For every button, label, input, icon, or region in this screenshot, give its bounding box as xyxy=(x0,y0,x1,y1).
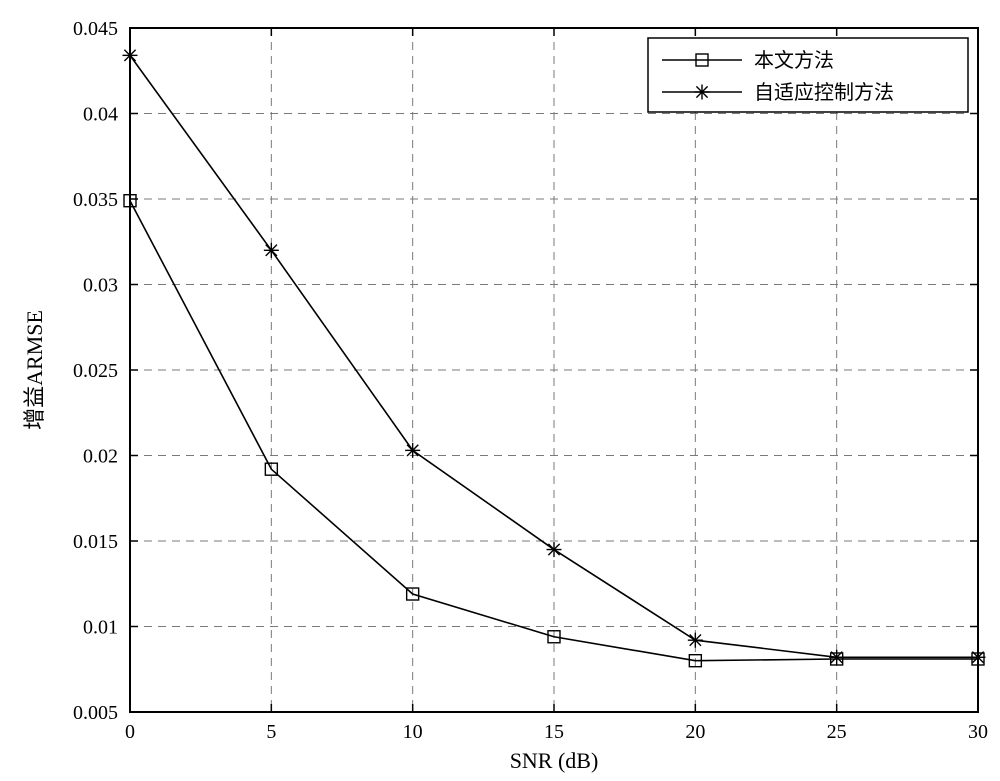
star-marker-icon xyxy=(829,650,844,665)
y-tick-label: 0.04 xyxy=(83,104,118,126)
y-tick-label: 0.005 xyxy=(73,702,118,724)
line-chart: 0 5 10 15 20 25 30 0.005 0.01 0.015 0.02 0.025 0.03 0… xyxy=(0,0,1000,781)
y-tick-label: 0.03 xyxy=(83,275,118,297)
y-tick-label: 0.045 xyxy=(73,18,118,40)
x-tick-label: 10 xyxy=(403,721,423,743)
y-tick-label: 0.02 xyxy=(83,446,118,468)
legend-label: 自适应控制方法 xyxy=(754,81,894,104)
y-tick-label: 0.01 xyxy=(83,617,118,639)
y-axis-label: 增益ARMSE xyxy=(22,310,47,430)
y-tick-label: 0.035 xyxy=(73,189,118,211)
star-marker-icon xyxy=(123,48,138,63)
y-tick-label: 0.015 xyxy=(73,531,118,553)
star-marker-icon xyxy=(405,443,420,458)
x-tick-label: 25 xyxy=(827,721,847,743)
x-tick-label: 30 xyxy=(968,721,988,743)
star-marker-icon xyxy=(264,243,279,258)
x-tick-label: 0 xyxy=(125,721,135,743)
legend-label: 本文方法 xyxy=(754,49,834,72)
star-marker-icon xyxy=(695,85,710,100)
star-marker-icon xyxy=(688,633,703,648)
y-tick-label: 0.025 xyxy=(73,360,118,382)
star-marker-icon xyxy=(547,542,562,557)
x-tick-label: 20 xyxy=(685,721,705,743)
x-axis-label: SNR (dB) xyxy=(510,748,599,773)
star-marker-icon xyxy=(971,650,986,665)
x-tick-label: 5 xyxy=(266,721,276,743)
x-tick-label: 15 xyxy=(544,721,564,743)
